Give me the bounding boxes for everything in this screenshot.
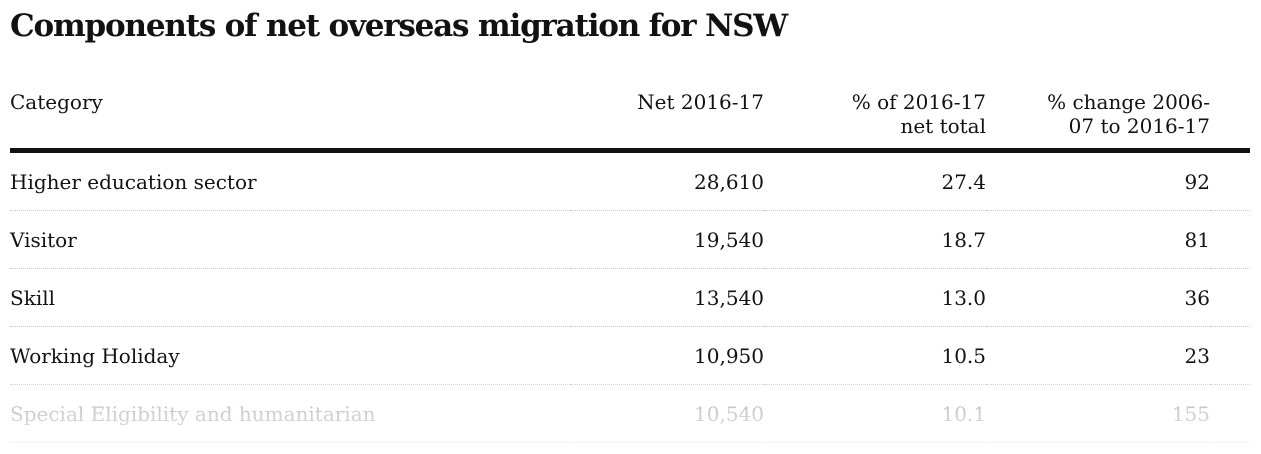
column-header-pct-line2: net total [900, 114, 986, 138]
cell-change: 81 [986, 210, 1210, 269]
cell-category: Skill [10, 268, 570, 327]
cell-category: Special Eligibility and humanitarian [10, 384, 570, 443]
cell-change: 155 [986, 384, 1210, 443]
cell-change: 36 [986, 268, 1210, 327]
cell-category: Visitor [10, 210, 570, 269]
header-spacer [1210, 90, 1250, 153]
table-row: Skill 13,540 13.0 36 [10, 268, 1250, 327]
cell-net: 28,610 [570, 150, 764, 211]
column-header-change-line2: 07 to 2016-17 [1068, 114, 1210, 138]
cell-pct: 27.4 [764, 150, 986, 211]
header-row: Category Net 2016-17 % of 2016-17 net to… [10, 90, 1250, 153]
cell-spacer [1210, 150, 1250, 211]
migration-table: Category Net 2016-17 % of 2016-17 net to… [10, 90, 1250, 443]
table-row: Higher education sector 28,610 27.4 92 [10, 150, 1250, 211]
cell-change: 92 [986, 150, 1210, 211]
column-header-change-line1: % change 2006- [1047, 90, 1210, 114]
cell-spacer [1210, 326, 1250, 385]
page-title: Components of net overseas migration for… [10, 8, 788, 44]
cell-spacer [1210, 268, 1250, 327]
cell-spacer [1210, 210, 1250, 269]
column-header-pct-of-total[interactable]: % of 2016-17 net total [764, 90, 986, 153]
column-header-category[interactable]: Category [10, 90, 570, 153]
table-row: Working Holiday 10,950 10.5 23 [10, 326, 1250, 385]
cell-pct: 13.0 [764, 268, 986, 327]
table-body: Higher education sector 28,610 27.4 92 V… [10, 150, 1250, 443]
cell-change: 23 [986, 326, 1210, 385]
cell-net: 19,540 [570, 210, 764, 269]
table-row: Special Eligibility and humanitarian 10,… [10, 384, 1250, 443]
table-row: Visitor 19,540 18.7 81 [10, 210, 1250, 269]
table-header: Category Net 2016-17 % of 2016-17 net to… [10, 90, 1250, 153]
cell-category: Higher education sector [10, 150, 570, 211]
cell-net: 10,950 [570, 326, 764, 385]
cell-pct: 18.7 [764, 210, 986, 269]
cell-pct: 10.1 [764, 384, 986, 443]
column-header-net[interactable]: Net 2016-17 [570, 90, 764, 153]
cell-category: Working Holiday [10, 326, 570, 385]
cell-net: 10,540 [570, 384, 764, 443]
column-header-pct-change[interactable]: % change 2006- 07 to 2016-17 [986, 90, 1210, 153]
cell-spacer [1210, 384, 1250, 443]
column-header-pct-line1: % of 2016-17 [851, 90, 986, 114]
cell-pct: 10.5 [764, 326, 986, 385]
cell-net: 13,540 [570, 268, 764, 327]
